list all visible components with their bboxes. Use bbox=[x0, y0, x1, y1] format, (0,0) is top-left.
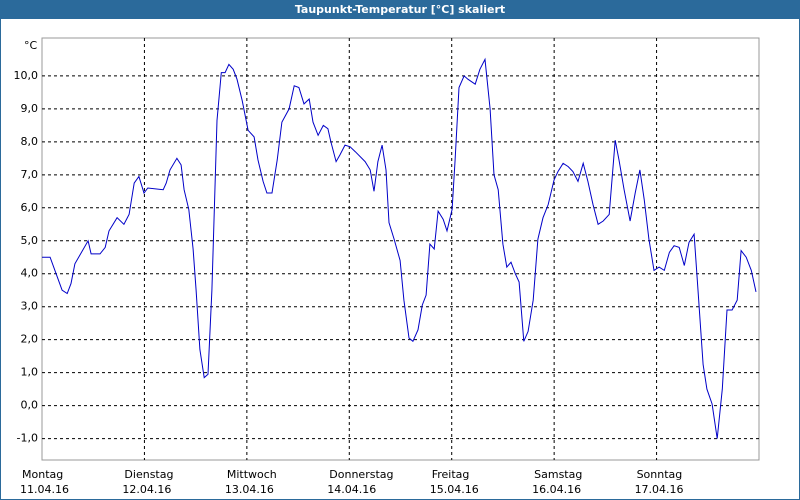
chart-title: Taupunkt-Temperatur [°C] skaliert bbox=[295, 3, 505, 16]
x-tick-date: 16.04.16 bbox=[532, 483, 581, 496]
y-tick-label: 4,0 bbox=[21, 267, 39, 280]
x-tick-date: 17.04.16 bbox=[635, 483, 684, 496]
x-tick-date: 15.04.16 bbox=[430, 483, 479, 496]
y-tick-label: 10,0 bbox=[14, 69, 39, 82]
y-axis-label: °C bbox=[24, 39, 38, 52]
x-tick-date: 11.04.16 bbox=[20, 483, 69, 496]
x-tick-date: 12.04.16 bbox=[122, 483, 171, 496]
y-tick-label: 0,0 bbox=[21, 399, 39, 412]
x-tick-label: Samstag bbox=[534, 468, 582, 481]
x-tick-label: Mittwoch bbox=[227, 468, 277, 481]
x-tick-label: Dienstag bbox=[124, 468, 173, 481]
y-tick-label: 6,0 bbox=[21, 201, 39, 214]
x-tick-date: 13.04.16 bbox=[225, 483, 274, 496]
y-tick-label: 7,0 bbox=[21, 168, 39, 181]
title-bar bbox=[0, 0, 800, 19]
y-tick-label: 3,0 bbox=[21, 300, 39, 313]
x-tick-label: Donnerstag bbox=[329, 468, 393, 481]
x-tick-label: Freitag bbox=[432, 468, 470, 481]
plot-frame bbox=[41, 37, 760, 461]
x-tick-label: Montag bbox=[22, 468, 63, 481]
y-tick-label: 2,0 bbox=[21, 333, 39, 346]
data-line bbox=[42, 57, 757, 439]
y-tick-label: 1,0 bbox=[21, 366, 39, 379]
y-tick-label: 9,0 bbox=[21, 102, 39, 115]
x-tick-label: Sonntag bbox=[637, 468, 683, 481]
x-tick-date: 14.04.16 bbox=[327, 483, 376, 496]
y-tick-label: 5,0 bbox=[21, 234, 39, 247]
y-tick-label: 8,0 bbox=[21, 135, 39, 148]
y-tick-label: -1,0 bbox=[17, 432, 38, 445]
